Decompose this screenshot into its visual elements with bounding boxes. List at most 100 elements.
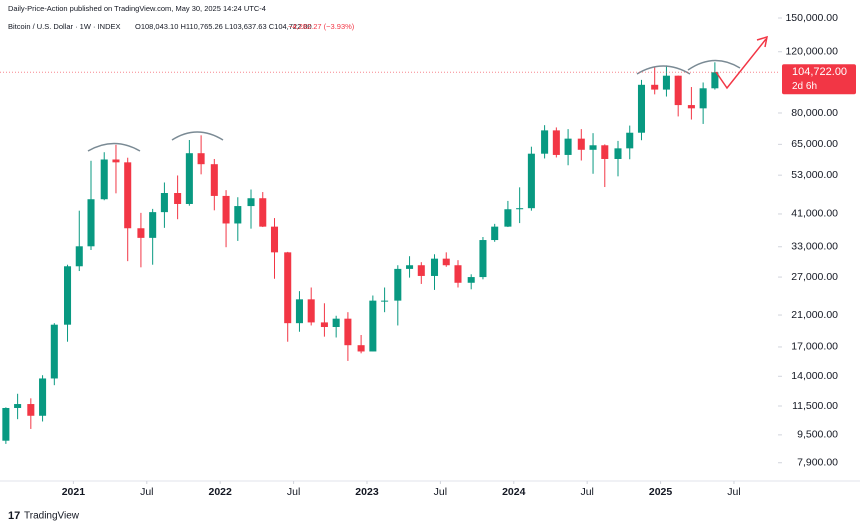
ohlc: O108,043.10 H110,765.26 L103,637.63 C104… xyxy=(135,22,312,31)
y-tick-label: 33,000.00 xyxy=(791,241,838,253)
y-tick-label: 27,000.00 xyxy=(791,271,838,283)
candle-body xyxy=(711,72,719,89)
candle-body xyxy=(381,300,389,302)
top-arc xyxy=(636,65,691,75)
x-tick-label: 2022 xyxy=(209,486,233,498)
candle-body xyxy=(417,265,425,276)
y-tick-label: 120,000.00 xyxy=(785,46,838,58)
candle-body xyxy=(541,130,549,154)
candle-body xyxy=(564,138,572,155)
y-tick-label: 9,500.00 xyxy=(797,429,838,441)
brand-logo: 17 xyxy=(8,510,20,522)
brand-name: TradingView xyxy=(24,511,80,522)
candle-body xyxy=(124,162,132,229)
candle-body xyxy=(174,193,182,204)
candle-body xyxy=(160,193,168,213)
top-arc xyxy=(87,142,141,152)
y-tick-label: 17,000.00 xyxy=(791,341,838,353)
candle-body xyxy=(601,145,609,159)
candle-body xyxy=(50,324,58,379)
candle-body xyxy=(295,299,303,324)
candle-body xyxy=(2,407,10,441)
candle-body xyxy=(467,277,475,283)
candle-body xyxy=(699,88,707,109)
candle-body xyxy=(14,404,22,408)
y-tick-label: 41,000.00 xyxy=(791,208,838,220)
candle-body xyxy=(247,198,255,207)
top-arc xyxy=(171,131,224,141)
candle-body xyxy=(394,268,402,301)
candle-body xyxy=(614,148,622,159)
candle-body xyxy=(259,198,267,227)
candle-body xyxy=(75,246,83,267)
candle-body xyxy=(662,75,670,90)
candle-body xyxy=(27,404,35,416)
projection-arrow xyxy=(715,38,767,90)
candle-body xyxy=(516,208,524,210)
candle-body xyxy=(369,300,377,352)
annotations xyxy=(87,35,768,152)
brand: 17 TradingView xyxy=(8,510,80,522)
candle-body xyxy=(234,206,242,224)
candles xyxy=(2,62,719,444)
candle-body xyxy=(344,318,352,346)
candle-body xyxy=(637,84,646,133)
candle-body xyxy=(210,164,218,196)
y-tick-label: 80,000.00 xyxy=(791,107,838,119)
y-tick-label: 53,000.00 xyxy=(791,169,838,181)
candle-body xyxy=(64,266,72,325)
attribution: Daily-Price-Action published on TradingV… xyxy=(8,4,266,13)
candle-body xyxy=(307,299,315,323)
candle-body xyxy=(687,105,695,109)
candle-body xyxy=(454,265,462,283)
candle-body xyxy=(112,159,120,163)
last-price-label: 104,722.00 xyxy=(792,66,847,78)
candle-body xyxy=(651,84,659,90)
y-tick-label: 7,900.00 xyxy=(797,457,838,469)
candle-body xyxy=(149,212,157,238)
candle-body xyxy=(100,159,108,200)
candle-body xyxy=(504,209,512,227)
y-tick-label: 11,500.00 xyxy=(792,400,838,412)
candle-body xyxy=(284,252,292,324)
last-price-box xyxy=(782,64,856,95)
y-tick-label: 21,000.00 xyxy=(791,309,838,321)
candle-body xyxy=(430,258,439,276)
arrow-head xyxy=(756,35,768,48)
candle-body xyxy=(491,226,499,241)
candle-body xyxy=(442,258,450,266)
candle-body xyxy=(270,226,279,253)
candle-body xyxy=(357,345,365,352)
x-tick-label: 2024 xyxy=(502,486,526,498)
change: −4,282.27 (−3.93%) xyxy=(288,22,355,31)
candle-body xyxy=(589,145,597,150)
candle-body xyxy=(332,318,340,328)
candle-body xyxy=(406,265,414,269)
candle-body xyxy=(39,378,47,416)
candle-body xyxy=(674,75,682,106)
symbol: Bitcoin / U.S. Dollar · 1W · INDEX xyxy=(8,22,121,31)
x-tick-label: 2023 xyxy=(355,486,379,498)
candle-body xyxy=(552,130,560,155)
x-tick-label: Jul xyxy=(287,486,300,498)
x-tick-label: 2021 xyxy=(62,486,86,498)
y-tick-label: 65,000.00 xyxy=(791,138,838,150)
x-tick-label: 2025 xyxy=(649,486,673,498)
candle-body xyxy=(320,322,328,328)
candle-body xyxy=(222,195,230,224)
x-tick-label: Jul xyxy=(140,486,153,498)
candle-body xyxy=(87,199,95,247)
candle-body xyxy=(185,153,193,204)
candle-body xyxy=(197,153,205,165)
x-tick-label: Jul xyxy=(727,486,740,498)
candle-body xyxy=(577,138,585,150)
candle-body xyxy=(527,153,535,209)
y-tick-label: 150,000.00 xyxy=(785,12,838,24)
x-tick-label: Jul xyxy=(580,486,593,498)
y-tick-label: 14,000.00 xyxy=(791,370,838,382)
x-tick-label: Jul xyxy=(434,486,447,498)
candle-body xyxy=(137,228,145,238)
countdown-label: 2d 6h xyxy=(792,81,817,92)
